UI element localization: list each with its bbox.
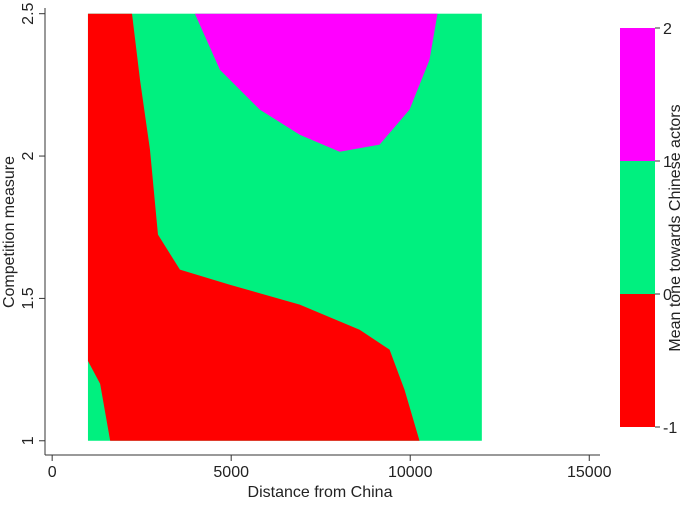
y-tick-label: 1 xyxy=(20,436,37,445)
colorbar-band xyxy=(620,161,655,294)
colorbar-tick-label: -1 xyxy=(663,420,677,437)
x-tick-label: 0 xyxy=(48,464,57,481)
y-tick-label: 2.5 xyxy=(20,2,37,24)
x-tick-label: 10000 xyxy=(388,464,433,481)
contour-region xyxy=(87,13,420,441)
x-axis-label: Distance from China xyxy=(248,484,393,501)
x-tick-label: 15000 xyxy=(567,464,612,481)
colorbar-tick-label: 1 xyxy=(663,154,672,171)
y-tick-label: 2 xyxy=(20,152,37,161)
x-tick-label: 5000 xyxy=(213,464,249,481)
colorbar-band xyxy=(620,294,655,427)
colorbar-label: Mean tone towards Chinese actors xyxy=(667,104,684,351)
y-tick-label: 1.5 xyxy=(20,287,37,309)
contour-region xyxy=(194,13,438,152)
colorbar-tick-label: 0 xyxy=(663,287,672,304)
colorbar-band xyxy=(620,28,655,161)
colorbar-tick-label: 2 xyxy=(663,21,672,38)
y-axis-label: Competition measure xyxy=(1,156,18,308)
